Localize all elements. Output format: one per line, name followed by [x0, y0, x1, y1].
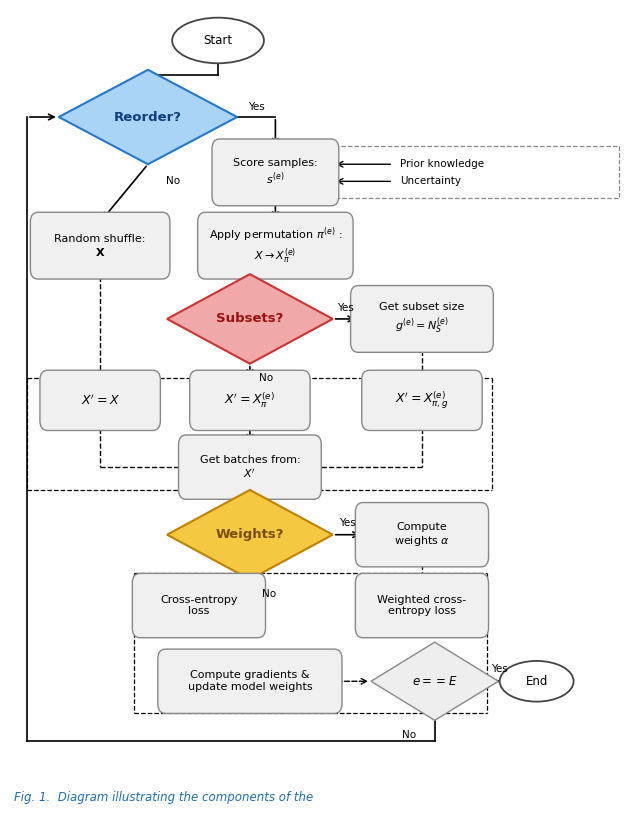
Polygon shape: [59, 69, 237, 164]
Text: $X' = X_{\pi,g}^{(e)}$: $X' = X_{\pi,g}^{(e)}$: [395, 390, 449, 411]
Text: Uncertainty: Uncertainty: [399, 176, 461, 186]
FancyBboxPatch shape: [351, 286, 493, 352]
Text: $X' = X$: $X' = X$: [81, 393, 120, 408]
Text: Fig. 1.  Diagram illustrating the components of the: Fig. 1. Diagram illustrating the compone…: [14, 791, 314, 804]
Polygon shape: [167, 275, 333, 364]
Text: Compute gradients &
update model weights: Compute gradients & update model weights: [188, 671, 312, 692]
FancyBboxPatch shape: [189, 370, 310, 431]
Text: Prior knowledge: Prior knowledge: [399, 159, 484, 169]
Text: Weighted cross-
entropy loss: Weighted cross- entropy loss: [378, 595, 467, 616]
Text: No: No: [166, 176, 180, 185]
Text: Score samples:
$s^{(e)}$: Score samples: $s^{(e)}$: [233, 158, 317, 187]
Text: Compute
weights $\alpha$: Compute weights $\alpha$: [394, 522, 450, 547]
FancyBboxPatch shape: [179, 435, 321, 499]
Text: Random shuffle:
$\mathbf{X}$: Random shuffle: $\mathbf{X}$: [54, 234, 146, 257]
FancyBboxPatch shape: [198, 212, 353, 279]
FancyBboxPatch shape: [362, 370, 482, 431]
Text: Yes: Yes: [491, 664, 508, 674]
FancyBboxPatch shape: [30, 212, 170, 279]
Polygon shape: [371, 642, 499, 721]
FancyBboxPatch shape: [132, 574, 266, 638]
FancyBboxPatch shape: [212, 139, 339, 206]
Text: No: No: [259, 373, 273, 383]
Text: Weights?: Weights?: [216, 529, 284, 541]
Text: No: No: [402, 730, 416, 740]
Text: Subsets?: Subsets?: [216, 312, 284, 325]
Text: Yes: Yes: [339, 518, 356, 529]
FancyBboxPatch shape: [40, 370, 161, 431]
Text: $X' = X_{\pi}^{(e)}$: $X' = X_{\pi}^{(e)}$: [225, 391, 275, 410]
Text: No: No: [262, 589, 276, 599]
Text: Yes: Yes: [337, 302, 354, 313]
Text: Get subset size
$g^{(e)} = N_S^{(e)}$: Get subset size $g^{(e)} = N_S^{(e)}$: [380, 302, 465, 336]
Ellipse shape: [172, 18, 264, 63]
Polygon shape: [167, 490, 333, 579]
Text: Get batches from:
$X'$: Get batches from: $X'$: [200, 454, 300, 480]
FancyBboxPatch shape: [355, 574, 488, 638]
FancyBboxPatch shape: [158, 649, 342, 713]
Text: Reorder?: Reorder?: [114, 110, 182, 123]
Ellipse shape: [500, 661, 573, 702]
Text: Cross-entropy
loss: Cross-entropy loss: [160, 595, 237, 616]
Text: End: End: [525, 675, 548, 688]
Text: Start: Start: [204, 34, 232, 47]
FancyBboxPatch shape: [355, 502, 488, 567]
Text: Apply permutation $\pi^{(e)}$ :
$X \rightarrow X_{\pi}^{(e)}$: Apply permutation $\pi^{(e)}$ : $X \righ…: [209, 225, 342, 266]
Text: $e == E$: $e == E$: [412, 675, 458, 688]
Text: Yes: Yes: [248, 102, 265, 112]
